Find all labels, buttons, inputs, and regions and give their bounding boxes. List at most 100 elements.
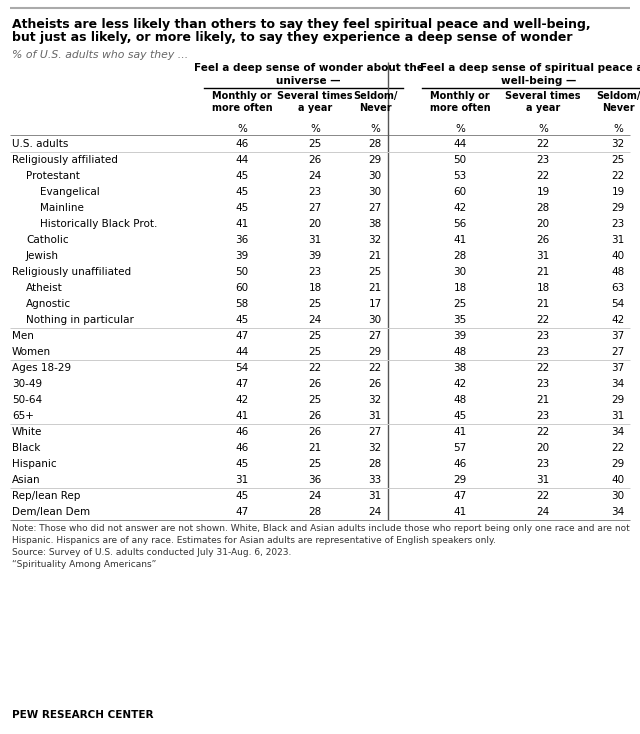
Text: Evangelical: Evangelical [40,187,100,197]
Text: 27: 27 [369,331,381,341]
Text: 20: 20 [536,219,550,229]
Text: 23: 23 [536,379,550,389]
Text: 60: 60 [453,187,467,197]
Text: 21: 21 [308,443,322,453]
Text: 31: 31 [236,475,248,485]
Text: 29: 29 [611,203,625,213]
Text: 28: 28 [369,139,381,149]
Text: 63: 63 [611,283,625,293]
Text: 31: 31 [536,251,550,261]
Text: Jewish: Jewish [26,251,59,261]
Text: 54: 54 [611,299,625,309]
Text: 26: 26 [308,427,322,437]
Text: 31: 31 [308,235,322,245]
Text: 23: 23 [536,459,550,469]
Text: 25: 25 [308,459,322,469]
Text: 39: 39 [236,251,248,261]
Text: 32: 32 [369,235,381,245]
Text: Religiously unaffiliated: Religiously unaffiliated [12,267,131,277]
Text: 40: 40 [611,251,625,261]
Text: Mainline: Mainline [40,203,84,213]
Text: Ages 18-29: Ages 18-29 [12,363,71,373]
Text: 23: 23 [536,347,550,357]
Text: Women: Women [12,347,51,357]
Text: 29: 29 [611,395,625,405]
Text: Protestant: Protestant [26,171,80,181]
Text: 27: 27 [369,427,381,437]
Text: Catholic: Catholic [26,235,68,245]
Text: Dem/lean Dem: Dem/lean Dem [12,507,90,517]
Text: 26: 26 [308,155,322,165]
Text: 44: 44 [236,155,248,165]
Text: 25: 25 [611,155,625,165]
Text: 22: 22 [536,139,550,149]
Text: Seldom/
Never: Seldom/ Never [353,91,397,112]
Text: 31: 31 [369,411,381,421]
Text: 22: 22 [536,427,550,437]
Text: 24: 24 [308,491,322,501]
Text: 36: 36 [308,475,322,485]
Text: 56: 56 [453,219,467,229]
Text: Asian: Asian [12,475,40,485]
Text: 26: 26 [369,379,381,389]
Text: Monthly or
more often: Monthly or more often [212,91,272,112]
Text: 57: 57 [453,443,467,453]
Text: 28: 28 [308,507,322,517]
Text: 39: 39 [453,331,467,341]
Text: 48: 48 [611,267,625,277]
Text: 24: 24 [536,507,550,517]
Text: Several times
a year: Several times a year [277,91,353,112]
Text: %: % [237,124,247,134]
Text: 45: 45 [236,315,248,325]
Text: 23: 23 [308,267,322,277]
Text: 32: 32 [369,443,381,453]
Text: 29: 29 [611,459,625,469]
Text: 37: 37 [611,331,625,341]
Text: 45: 45 [236,171,248,181]
Text: 46: 46 [236,443,248,453]
Text: 46: 46 [236,139,248,149]
Text: 47: 47 [236,507,248,517]
Text: Feel a deep sense of wonder about the
universe —: Feel a deep sense of wonder about the un… [193,63,424,86]
Text: 58: 58 [236,299,248,309]
Text: 31: 31 [611,235,625,245]
Text: 29: 29 [369,347,381,357]
Text: 34: 34 [611,427,625,437]
Text: 19: 19 [536,187,550,197]
Text: 26: 26 [308,411,322,421]
Text: 44: 44 [453,139,467,149]
Text: Religiously affiliated: Religiously affiliated [12,155,118,165]
Text: 21: 21 [536,299,550,309]
Text: 47: 47 [236,379,248,389]
Text: 30: 30 [611,491,625,501]
Text: 37: 37 [611,363,625,373]
Text: 45: 45 [236,459,248,469]
Text: 35: 35 [453,315,467,325]
Text: 41: 41 [453,427,467,437]
Text: 42: 42 [611,315,625,325]
Text: 20: 20 [308,219,321,229]
Text: 25: 25 [308,395,322,405]
Text: %: % [455,124,465,134]
Text: 42: 42 [236,395,248,405]
Text: 36: 36 [236,235,248,245]
Text: 41: 41 [236,219,248,229]
Text: 28: 28 [536,203,550,213]
Text: 23: 23 [536,331,550,341]
Text: Seldom/
Never: Seldom/ Never [596,91,640,112]
Text: 23: 23 [536,411,550,421]
Text: 28: 28 [453,251,467,261]
Text: 41: 41 [236,411,248,421]
Text: Hispanic: Hispanic [12,459,56,469]
Text: 30: 30 [369,171,381,181]
Text: 25: 25 [308,347,322,357]
Text: 42: 42 [453,379,467,389]
Text: Men: Men [12,331,34,341]
Text: 45: 45 [236,187,248,197]
Text: 25: 25 [453,299,467,309]
Text: 18: 18 [453,283,467,293]
Text: 21: 21 [369,283,381,293]
Text: U.S. adults: U.S. adults [12,139,68,149]
Text: 38: 38 [453,363,467,373]
Text: 31: 31 [536,475,550,485]
